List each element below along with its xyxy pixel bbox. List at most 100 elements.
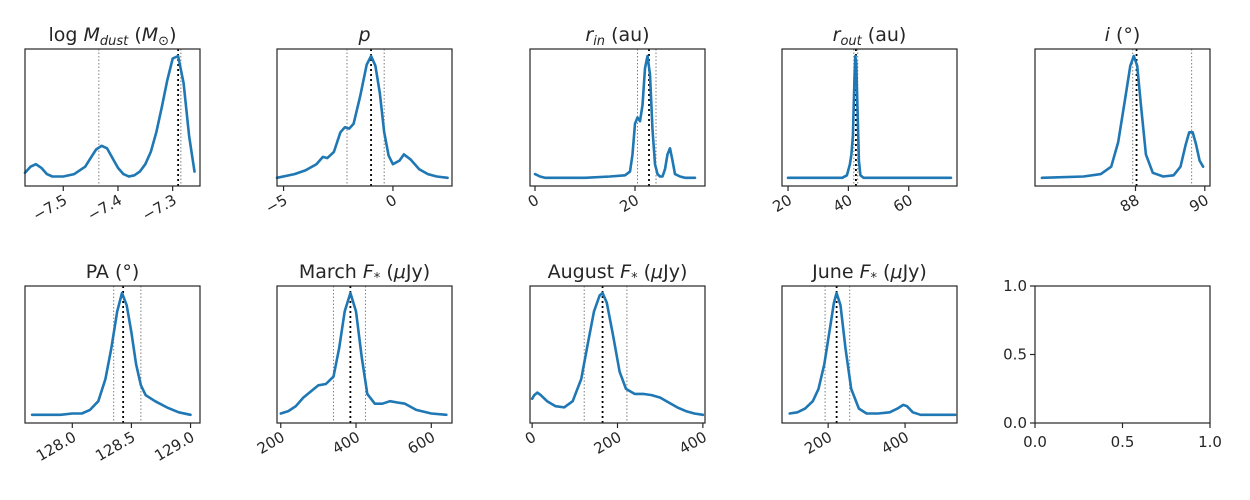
x-tick-label: 0.0 — [1023, 433, 1047, 451]
x-tick-label: 40 — [830, 191, 856, 216]
title-part: (au) — [862, 24, 907, 46]
axes-frame — [24, 48, 201, 187]
title-part: PA (°) — [86, 261, 140, 283]
title-part: in — [593, 34, 605, 49]
x-tick-label: 400 — [329, 428, 363, 458]
title-part: ( — [877, 261, 890, 283]
title-part: June — [811, 261, 859, 283]
axes-frame — [1034, 48, 1211, 187]
x-tick-label: 0 — [525, 191, 542, 211]
title-part: * — [374, 271, 381, 286]
title-part: Jy) — [902, 261, 927, 283]
posterior-density-curve — [788, 291, 957, 417]
axes-frame — [276, 285, 453, 424]
title-part: ( — [380, 261, 393, 283]
x-tick-label: 400 — [878, 428, 912, 458]
x-tick-label: 60 — [890, 191, 916, 216]
x-tick-label: 400 — [676, 428, 710, 458]
subplot-10: 0.0 0.5 1.0 0.0 0.5 1.0 — [1003, 277, 1222, 451]
subplot-4: rout (au) 20 40 60 — [769, 24, 958, 216]
title-part: out — [840, 34, 862, 49]
x-tick-label: 1.0 — [1198, 433, 1222, 451]
x-tick-label: −7.4 — [84, 191, 125, 225]
x-tick-label: 128.0 — [33, 428, 79, 465]
title-part: (au) — [605, 24, 650, 46]
title-part: F — [620, 261, 632, 283]
posterior-density-curve — [279, 291, 448, 417]
subplot-8: August F* (μJy) 0 200 400 — [522, 261, 710, 458]
posterior-density-curve — [30, 291, 192, 417]
subplot-title: August F* (μJy) — [548, 261, 688, 286]
x-tick-label: 0 — [522, 428, 539, 448]
title-part: μ — [650, 261, 663, 283]
x-tick-label: 20 — [616, 191, 642, 216]
subplot-title: PA (°) — [86, 261, 140, 283]
subplot-title: March F* (μJy) — [299, 261, 430, 286]
subplot-title: i (°) — [1105, 24, 1141, 46]
subplot-6: PA (°) 128.0 128.5 129.0 — [24, 261, 201, 465]
x-tick-label: 200 — [591, 428, 625, 458]
title-part: p — [357, 24, 370, 46]
title-part: μ — [889, 261, 902, 283]
title-part: Jy) — [662, 261, 687, 283]
subplot-1: log Mdust (M⊙)−7.5 −7.4 −7.3 — [23, 24, 201, 225]
x-tick-label: 200 — [801, 428, 835, 458]
title-part: r — [833, 24, 842, 46]
title-part: F — [363, 261, 375, 283]
posterior-density-curve — [1040, 54, 1205, 180]
title-part: Jy) — [405, 261, 430, 283]
posterior-density-curve — [786, 54, 953, 180]
x-tick-label: 129.0 — [151, 428, 197, 465]
x-tick-label: 20 — [769, 191, 795, 216]
axes-frame — [24, 285, 201, 424]
x-tick-label: 200 — [254, 428, 288, 458]
x-tick-label: −7.3 — [139, 191, 180, 225]
x-tick-label: 600 — [404, 428, 438, 458]
axes-frame — [781, 285, 958, 424]
y-tick-label: 1.0 — [1003, 277, 1027, 295]
x-tick-label: −5 — [262, 191, 290, 218]
title-part: August — [548, 261, 621, 283]
x-tick-label: 128.5 — [92, 428, 138, 465]
x-tick-label: −7.5 — [30, 191, 71, 225]
subplot-title: rin (au) — [585, 24, 649, 49]
posterior-density-curve — [530, 291, 705, 417]
title-part: dust — [100, 34, 129, 49]
title-part: r — [585, 24, 594, 46]
axes-frame — [1034, 285, 1211, 424]
subplot-7: March F* (μJy) 200 400 600 — [254, 261, 453, 458]
axes-frame — [529, 48, 706, 187]
x-tick-label: 0.5 — [1111, 433, 1135, 451]
subplot-5: i (°) 88 90 — [1034, 24, 1212, 216]
title-part: * — [871, 271, 878, 286]
posterior-density-curve — [275, 54, 449, 180]
x-tick-label: 90 — [1186, 191, 1212, 216]
title-part: M — [142, 24, 158, 46]
title-part: ( — [638, 261, 651, 283]
subplot-2: p −5 0 — [262, 24, 453, 218]
subplot-9: June F* (μJy) 200 400 — [781, 261, 958, 458]
axes-frame — [781, 48, 958, 187]
posterior-density-curve — [533, 54, 697, 180]
title-part: log — [49, 24, 84, 46]
subplot-title: log Mdust (M⊙) — [49, 24, 177, 49]
x-tick-label: 88 — [1117, 191, 1143, 216]
title-part: ( — [128, 24, 141, 46]
subplot-title: June F* (μJy) — [811, 261, 927, 286]
x-tick-label: 0 — [383, 191, 400, 211]
title-part: i — [1105, 24, 1111, 46]
y-tick-label: 0.0 — [1003, 414, 1027, 432]
y-tick-label: 0.5 — [1003, 346, 1027, 364]
title-part: ⊙ — [158, 34, 169, 49]
title-part: (°) — [1110, 24, 1140, 46]
axes-frame — [276, 48, 453, 187]
title-part: F — [860, 261, 872, 283]
subplot-title: p — [357, 24, 370, 46]
title-part: ) — [169, 24, 176, 46]
title-part: * — [631, 271, 638, 286]
subplot-title: rout (au) — [833, 24, 907, 49]
subplot-3: rin (au) 0 20 — [525, 24, 706, 216]
title-part: μ — [393, 261, 406, 283]
title-part: M — [84, 24, 100, 46]
